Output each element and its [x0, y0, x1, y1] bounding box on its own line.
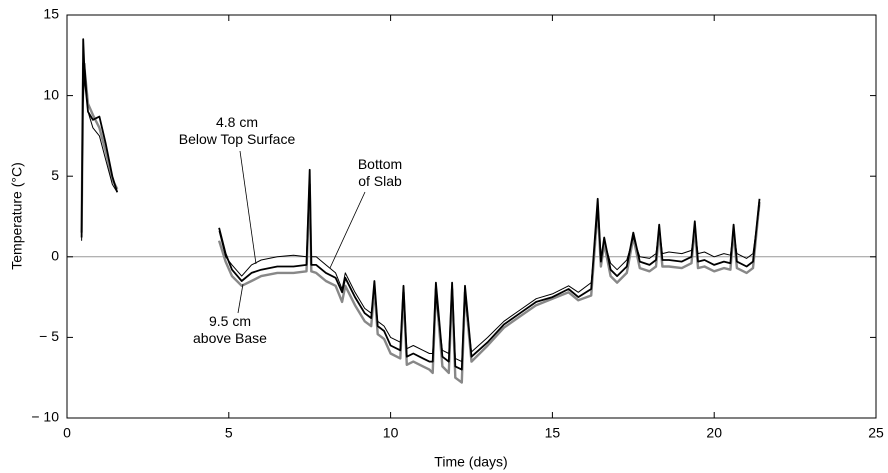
- series-line: [80, 38, 761, 371]
- y-tick-label: − 5: [39, 328, 59, 344]
- x-tick-label: 15: [545, 425, 561, 441]
- leader-line: [329, 191, 366, 269]
- series-annotation: 9.5 cm above Base: [193, 313, 267, 346]
- x-tick-label: 5: [225, 425, 233, 441]
- y-axis-title: Temperature (°C): [9, 162, 25, 270]
- y-tick-label: 5: [51, 167, 59, 183]
- series-annotation: 4.8 cm Below Top Surface: [178, 114, 296, 147]
- y-tick-label: − 10: [31, 409, 59, 425]
- series-annotation: Bottom of Slab: [357, 156, 403, 189]
- x-tick-label: 10: [383, 425, 399, 441]
- series-line: [81, 62, 760, 363]
- leader-line: [237, 283, 244, 314]
- y-tick-label: 10: [43, 86, 59, 102]
- leader-line: [239, 150, 257, 265]
- x-axis-title: Time (days): [434, 454, 507, 470]
- series-line: [80, 62, 761, 384]
- x-tick-label: 20: [706, 425, 722, 441]
- x-tick-label: 25: [868, 425, 884, 441]
- x-tick-label: 0: [63, 425, 71, 441]
- y-tick-label: 15: [43, 6, 59, 22]
- y-tick-label: 0: [51, 248, 59, 264]
- plot-frame: [66, 14, 877, 419]
